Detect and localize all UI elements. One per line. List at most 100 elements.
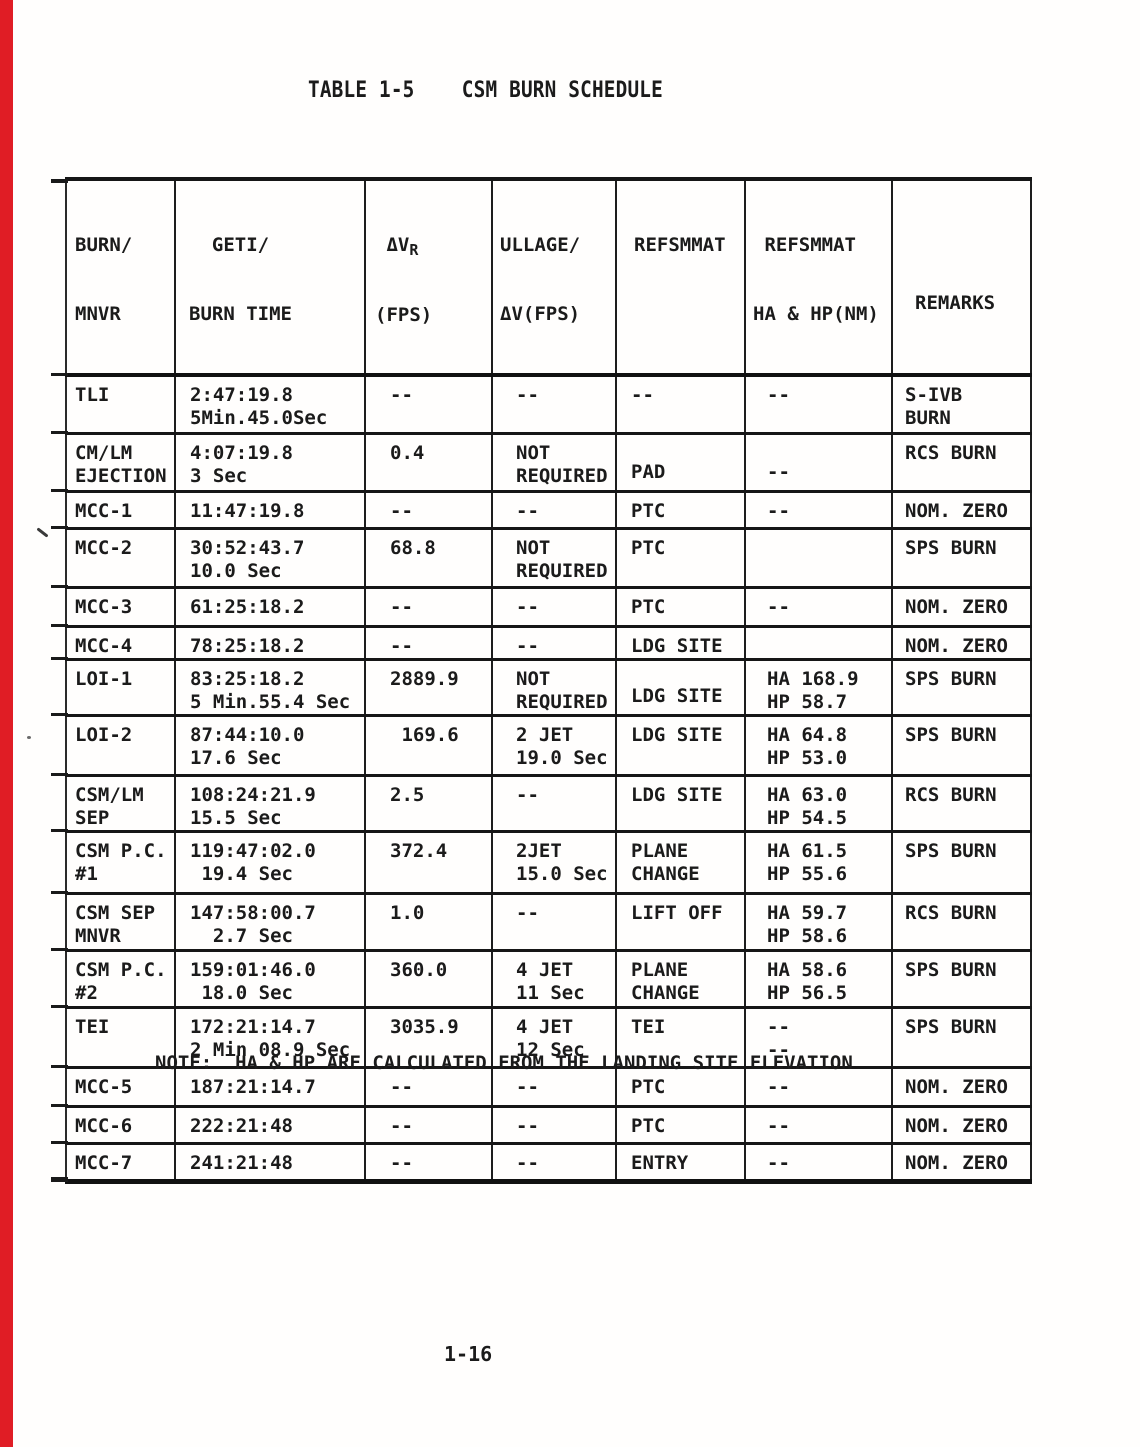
scan-line-overhang (51, 1104, 68, 1107)
cell-burn: MCC-7 (66, 1143, 176, 1184)
page-number: 1-16 (444, 1342, 493, 1366)
cell-dv: 0.4 (365, 433, 493, 493)
cell-hahp (745, 528, 893, 589)
cell-burn: LOI-1 (66, 659, 176, 717)
column-header-refsmmat: REFSMMAT (616, 179, 746, 377)
cell-remarks: SPS BURN (892, 831, 1032, 895)
cell-geti: 30:52:43.7 10.0 Sec (175, 528, 366, 589)
cell-refsmmat: LDG SITE (616, 775, 746, 833)
cell-ullage: NOT REQUIRED (492, 433, 617, 493)
scan-line-overhang (51, 657, 68, 660)
cell-ullage: -- (492, 1143, 617, 1184)
scan-line-overhang (51, 891, 68, 894)
scan-edge-red-bar (0, 0, 13, 1447)
column-header-ullage-dv: ULLAGE/ ΔV(FPS) (492, 179, 617, 377)
burn-schedule-table-wrap: BURN/ MNVR GETI/ BURN TIME ΔVR (FPS) ULL… (51, 177, 1032, 1184)
cell-geti: 119:47:02.0 19.4 Sec (175, 831, 366, 895)
cell-refsmmat: PLANE CHANGE (616, 831, 746, 895)
cell-dv: 3035.9 (365, 1007, 493, 1069)
cell-geti: 61:25:18.2 (175, 587, 366, 628)
table-row: TLI 2:47:19.8 5Min.45.0Sec -- -- -- -- S-IVB B… (66, 375, 1032, 435)
cell-dv: -- (365, 587, 493, 628)
cell-dv: 68.8 (365, 528, 493, 589)
cell-remarks: SPS BURN (892, 715, 1032, 777)
table-row: LOI-1 83:25:18.2 5 Min.55.4 Sec 2889.9 NOT … (66, 659, 1032, 717)
column-header-remarks: REMARKS (892, 179, 1032, 377)
scan-tick-mark (36, 527, 49, 538)
cell-burn: TLI (66, 375, 176, 435)
cell-burn: LOI-2 (66, 715, 176, 777)
table-row: CSM P.C. #1 119:47:02.0 19.4 Sec 372.4 2JET… (66, 831, 1032, 895)
cell-refsmmat: LIFT OFF (616, 893, 746, 952)
cell-hahp: HA 168.9 HP 58.7 (745, 659, 893, 717)
cell-ullage: 2 JET 19.0 Sec (492, 715, 617, 777)
cell-ullage: 4 JET 12 Sec (492, 1007, 617, 1069)
cell-ullage: -- (492, 587, 617, 628)
cell-refsmmat: PTC (616, 491, 746, 530)
cell-remarks: RCS BURN (892, 433, 1032, 493)
cell-dv: 1.0 (365, 893, 493, 952)
column-header-delta-vr-fps: ΔVR (FPS) (365, 179, 493, 377)
cell-burn: CSM P.C. #1 (66, 831, 176, 895)
cell-dv: 2.5 (365, 775, 493, 833)
cell-geti: 87:44:10.0 17.6 Sec (175, 715, 366, 777)
cell-remarks: SPS BURN (892, 528, 1032, 589)
column-header-refsmmat-ha-hp: REFSMMAT HA & HP(NM) (745, 179, 893, 377)
cell-burn: MCC-5 (66, 1067, 176, 1108)
scan-line-overhang (51, 373, 68, 376)
cell-remarks: SPS BURN (892, 950, 1032, 1009)
cell-remarks: NOM. ZERO (892, 1106, 1032, 1145)
column-header-geti-burn-time: GETI/ BURN TIME (175, 179, 366, 377)
cell-geti: 108:24:21.9 15.5 Sec (175, 775, 366, 833)
cell-dv: -- (365, 1067, 493, 1108)
cell-ullage: -- (492, 1067, 617, 1108)
cell-burn: CSM SEP MNVR (66, 893, 176, 952)
cell-refsmmat: -- (616, 375, 746, 435)
cell-hahp: -- (745, 587, 893, 628)
scan-line-overhang (51, 624, 68, 627)
cell-remarks: NOM. ZERO (892, 626, 1032, 661)
table-row: CM/LM EJECTION 4:07:19.8 3 Sec 0.4 NOT REQU… (66, 433, 1032, 493)
scan-line-overhang (51, 431, 68, 434)
table-row: MCC-7 241:21:48 -- -- ENTRY -- NOM. ZERO (66, 1143, 1032, 1184)
cell-dv: 169.6 (365, 715, 493, 777)
cell-hahp: -- (745, 1143, 893, 1184)
page-title: TABLE 1-5 CSM BURN SCHEDULE (308, 78, 663, 103)
cell-remarks: NOM. ZERO (892, 1143, 1032, 1184)
scan-line-overhang (51, 1065, 68, 1068)
cell-geti: 222:21:48 (175, 1106, 366, 1145)
cell-burn: MCC-6 (66, 1106, 176, 1145)
cell-ullage: -- (492, 893, 617, 952)
cell-ullage: -- (492, 626, 617, 661)
cell-remarks: SPS BURN (892, 1007, 1032, 1069)
cell-ullage: -- (492, 775, 617, 833)
cell-hahp: HA 59.7 HP 58.6 (745, 893, 893, 952)
table-row: MCC-3 61:25:18.2 -- -- PTC -- NOM. ZERO (66, 587, 1032, 628)
cell-geti: 187:21:14.7 (175, 1067, 366, 1108)
cell-ullage: 4 JET 11 Sec (492, 950, 617, 1009)
cell-hahp: -- (745, 433, 893, 493)
cell-geti: 78:25:18.2 (175, 626, 366, 661)
table-row: CSM/LM SEP 108:24:21.9 15.5 Sec 2.5 -- LDG S… (66, 775, 1032, 833)
cell-refsmmat: LDG SITE (616, 626, 746, 661)
table-row: MCC-4 78:25:18.2 -- -- LDG SITE NOM. ZERO (66, 626, 1032, 661)
cell-burn: MCC-1 (66, 491, 176, 530)
cell-geti: 4:07:19.8 3 Sec (175, 433, 366, 493)
table-row: TEI 172:21:14.7 2 Min 08.9 Sec 3035.9 4 JET… (66, 1007, 1032, 1069)
cell-ullage: NOT REQUIRED (492, 659, 617, 717)
cell-dv: -- (365, 375, 493, 435)
cell-hahp: -- (745, 375, 893, 435)
cell-remarks: RCS BURN (892, 775, 1032, 833)
scan-line-overhang (51, 948, 68, 951)
cell-ullage: -- (492, 375, 617, 435)
cell-refsmmat: PTC (616, 528, 746, 589)
cell-dv: 2889.9 (365, 659, 493, 717)
cell-hahp: HA 58.6 HP 56.5 (745, 950, 893, 1009)
scan-dot (27, 736, 31, 739)
cell-refsmmat: TEI (616, 1007, 746, 1069)
cell-remarks: S-IVB BURN (892, 375, 1032, 435)
cell-remarks: NOM. ZERO (892, 491, 1032, 530)
table-row: LOI-2 87:44:10.0 17.6 Sec 169.6 2 JET 19.0… (66, 715, 1032, 777)
cell-refsmmat: PLANE CHANGE (616, 950, 746, 1009)
cell-ullage: 2JET 15.0 Sec (492, 831, 617, 895)
